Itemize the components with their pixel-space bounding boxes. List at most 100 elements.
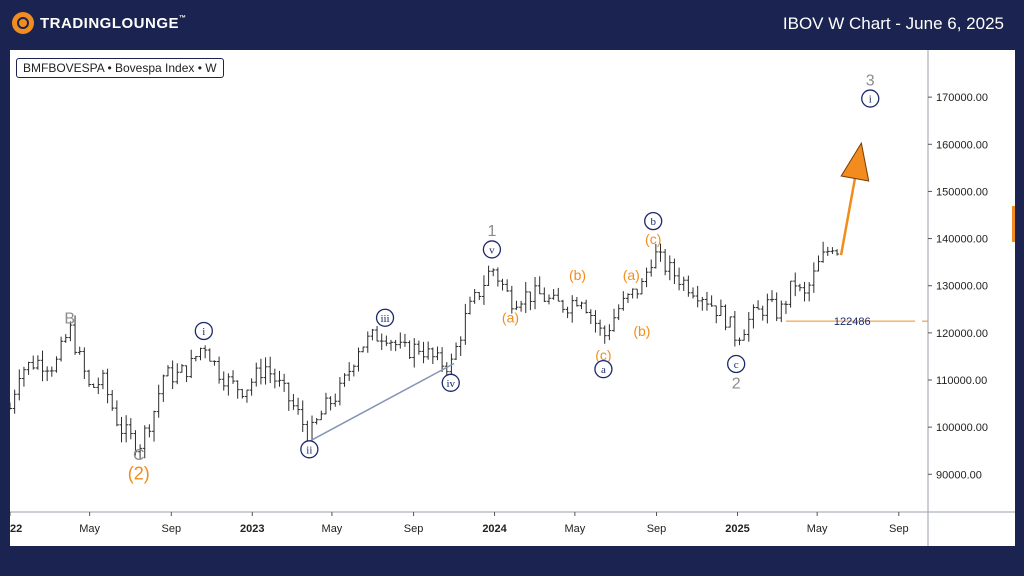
ohlc-bar: [793, 272, 798, 297]
ohlc-bar: [389, 339, 394, 351]
ohlc-bar: [560, 299, 565, 313]
wave-circle-ring: [727, 354, 746, 374]
ohlc-bar: [370, 328, 375, 341]
ohlc-bar: [598, 319, 603, 336]
ohlc-bar: [249, 378, 254, 396]
x-tick-label: Sep: [404, 523, 424, 535]
ohlc-bar: [523, 281, 528, 314]
wave-label-orange: (b): [569, 267, 586, 283]
ohlc-bar: [105, 368, 110, 404]
level-label: 122486: [834, 316, 871, 328]
ohlc-bar: [830, 247, 835, 255]
ohlc-bar: [663, 248, 668, 276]
ohlc-bar: [723, 304, 728, 331]
ohlc-bar: [54, 356, 59, 373]
ohlc-bar: [45, 366, 50, 382]
ohlc-bar: [621, 291, 626, 311]
ohlc-bar: [49, 366, 54, 377]
ohlc-bar: [189, 349, 194, 379]
wave-circle-ring: [441, 373, 460, 392]
ohlc-bar: [807, 282, 812, 302]
ohlc-bar: [68, 321, 73, 342]
wave-circle-ring: [375, 308, 395, 327]
ohlc-bar: [653, 243, 658, 269]
ohlc-bar: [635, 288, 640, 299]
x-tick-label: Sep: [889, 523, 909, 535]
x-tick-label: 2024: [482, 523, 507, 535]
ohlc-bar: [231, 370, 236, 384]
x-tick-label: May: [79, 523, 100, 535]
ohlc-bar: [184, 365, 189, 383]
ohlc-bar: [12, 389, 17, 414]
wave-label-orange: (c): [595, 347, 611, 363]
ohlc-bar: [816, 255, 821, 272]
ohlc-bar: [254, 362, 259, 387]
ohlc-bar: [811, 262, 816, 293]
ohlc-bar: [314, 417, 319, 425]
ohlc-bar: [704, 291, 709, 311]
ohlc-bar: [644, 267, 649, 288]
symbol-label: BMFBOVESPA • Bovespa Index • W: [16, 58, 224, 78]
ohlc-bar: [481, 275, 486, 305]
wave-label-circle: iii: [375, 308, 395, 327]
wave-circle-ring: [644, 211, 663, 231]
ohlc-bar: [728, 316, 733, 328]
ohlc-bar: [361, 346, 366, 353]
ohlc-bar: [77, 346, 82, 355]
ohlc-bar: [467, 296, 472, 315]
ohlc-bar: [379, 333, 384, 350]
ohlc-bar: [165, 365, 170, 377]
scrollbar-marker[interactable]: [1012, 206, 1015, 242]
wave-label-text: i: [202, 326, 205, 338]
ohlc-bar: [546, 294, 551, 305]
trendline-line: [309, 362, 455, 442]
ohlc-bar: [746, 311, 751, 342]
ohlc-bar: [528, 291, 533, 311]
projection-arrowhead: [840, 141, 870, 182]
ohlc-bar: [584, 299, 589, 314]
ohlc-bar: [240, 388, 245, 399]
wave-circle-ring: [300, 440, 319, 459]
ohlc-bar: [588, 309, 593, 324]
ohlc-bar: [732, 310, 737, 347]
wave-label-orange: (a): [623, 267, 640, 283]
brand-logo-icon: [12, 12, 34, 34]
ohlc-bar: [82, 347, 87, 380]
x-tick-label: Sep: [647, 523, 667, 535]
ohlc-bar: [430, 347, 435, 365]
ohlc-bar: [440, 347, 445, 373]
x-tick-label: 2023: [240, 523, 264, 535]
ohlc-bar: [570, 295, 575, 323]
ohlc-bar: [718, 299, 723, 317]
ohlc-bar: [40, 350, 45, 382]
y-tick-label: 140000.00: [936, 234, 988, 246]
ohlc-bar: [133, 430, 138, 456]
price-chart[interactable]: 90000.00 100000.00 110000.00 120000.00 13000…: [10, 50, 1015, 546]
ohlc-bar: [212, 360, 217, 366]
ohlc-bar: [393, 339, 398, 352]
ohlc-bar: [412, 338, 417, 368]
ohlc-bar: [825, 246, 830, 256]
ohlc-bar: [26, 361, 31, 375]
ohlc-bar: [175, 363, 180, 385]
ohlc-bar: [737, 337, 742, 346]
ohlc-bar: [639, 278, 644, 295]
ohlc-bar: [797, 283, 802, 292]
chart-panel[interactable]: 90000.00 100000.00 110000.00 120000.00 13000…: [10, 50, 1015, 546]
ohlc-bar: [783, 300, 788, 314]
ohlc-bar: [593, 310, 598, 333]
ohlc-bar: [347, 362, 352, 381]
ohlc-bar: [458, 336, 463, 357]
wave-label-orange: (a): [502, 310, 519, 326]
ohlc-bar: [533, 277, 538, 310]
ohlc-bar: [170, 360, 175, 390]
ohlc-bar: [742, 329, 747, 341]
ohlc-bar: [756, 300, 761, 310]
ohlc-bar: [556, 287, 561, 302]
ohlc-bar: [695, 285, 700, 308]
ohlc-bar: [625, 293, 630, 304]
wave-label-orange-big: (2): [128, 464, 150, 484]
ohlc-bar: [681, 276, 686, 291]
ohlc-bar: [509, 285, 514, 314]
ohlc-bar: [96, 377, 101, 395]
